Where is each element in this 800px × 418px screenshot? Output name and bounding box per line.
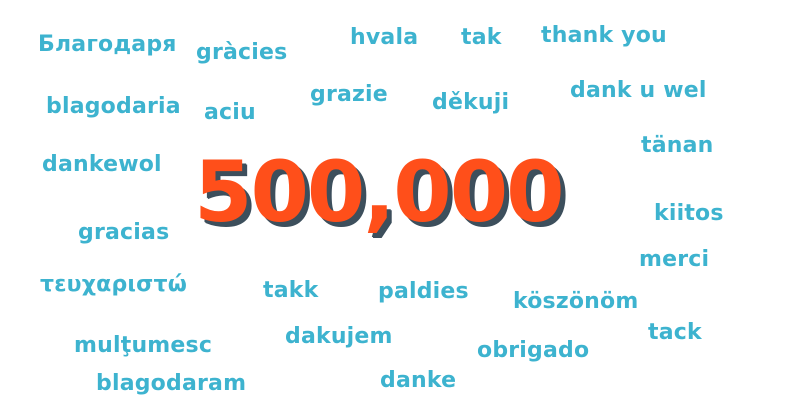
word-aciu: aciu	[204, 100, 256, 125]
word-danke: danke	[380, 368, 457, 393]
word-dankewol: dankewol	[42, 152, 162, 177]
word-blagodarya-cyrillic: Благодаря	[38, 32, 177, 57]
word-tack: tack	[648, 320, 702, 345]
word-blagodaram: blagodaram	[96, 371, 247, 396]
word-efcharisto-greek: τευχαριστώ	[40, 272, 188, 297]
word-koszonom: köszönöm	[513, 289, 639, 314]
word-tanan: tänan	[641, 133, 714, 158]
word-blagodaria: blagodaria	[46, 94, 181, 119]
word-obrigado: obrigado	[477, 338, 590, 363]
word-dakujem: dakujem	[285, 324, 393, 349]
word-thank-you: thank you	[541, 23, 667, 48]
word-kiitos: kiitos	[654, 201, 724, 226]
word-hvala: hvala	[350, 25, 419, 50]
word-dekuji: děkuji	[432, 90, 510, 115]
word-gracies: gràcies	[196, 40, 288, 65]
word-grazie: grazie	[310, 82, 388, 107]
word-merci: merci	[639, 247, 710, 272]
word-dank-u-wel: dank u wel	[570, 78, 707, 103]
word-gracias: gracias	[78, 220, 170, 245]
word-multumesc: mulţumesc	[74, 333, 213, 358]
word-paldies: paldies	[378, 279, 469, 304]
headline-number: 500,000	[194, 143, 565, 241]
word-takk: takk	[263, 278, 319, 303]
word-tak: tak	[461, 25, 502, 50]
